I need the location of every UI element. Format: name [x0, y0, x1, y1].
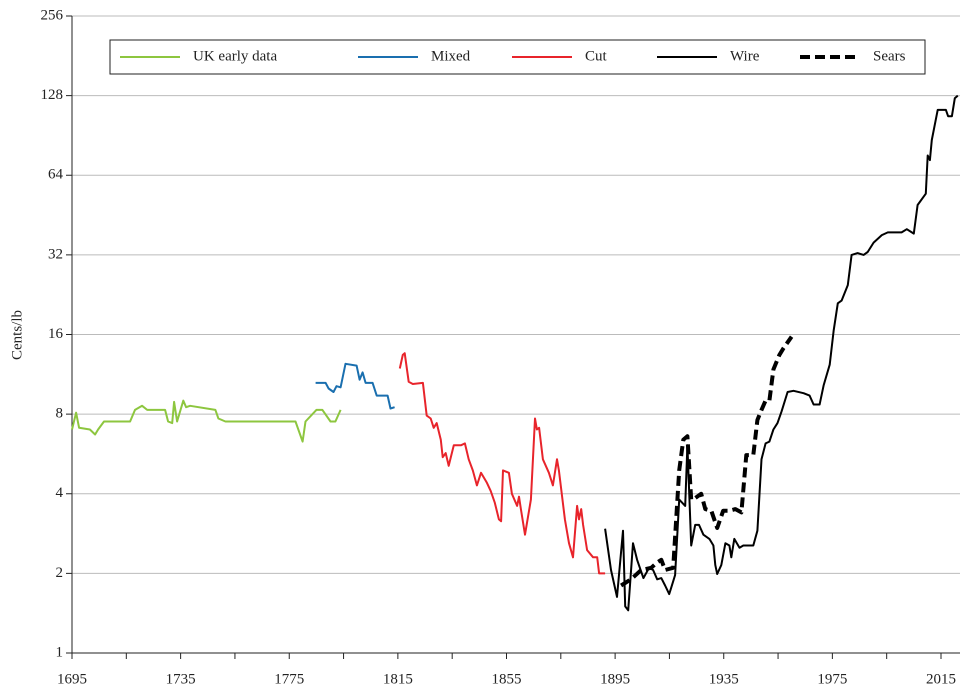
x-tick-label: 1935 — [709, 671, 739, 687]
series-line — [71, 399, 342, 443]
y-tick-label: 256 — [41, 7, 64, 23]
legend-label: UK early data — [193, 48, 277, 64]
y-tick-label: 1 — [56, 644, 64, 660]
y-tick-label: 16 — [48, 326, 64, 342]
legend-label: Sears — [873, 48, 906, 64]
x-tick-label: 1815 — [383, 671, 413, 687]
legend-label: Mixed — [431, 48, 471, 64]
x-tick-label: 1855 — [491, 671, 521, 687]
y-axis-label: Cents/lb — [9, 310, 25, 360]
series-line — [398, 352, 606, 575]
series-line — [604, 94, 959, 612]
x-tick-label: 1695 — [57, 671, 87, 687]
series-line — [620, 335, 794, 588]
y-tick-label: 128 — [41, 87, 64, 103]
legend-label: Wire — [730, 48, 760, 64]
y-tick-label: 4 — [56, 485, 64, 501]
x-tick-label: 1735 — [166, 671, 196, 687]
y-tick-label: 32 — [48, 246, 63, 262]
x-tick-label: 1895 — [600, 671, 630, 687]
x-tick-label: 1975 — [817, 671, 847, 687]
x-tick-label: 1775 — [274, 671, 304, 687]
legend-box — [109, 39, 926, 75]
y-tick-label: 2 — [56, 565, 64, 581]
x-tick-label: 2015 — [926, 671, 956, 687]
y-tick-label: 64 — [48, 167, 64, 183]
legend-label: Cut — [585, 48, 608, 64]
y-tick-label: 8 — [56, 406, 64, 422]
series-line — [315, 362, 395, 410]
